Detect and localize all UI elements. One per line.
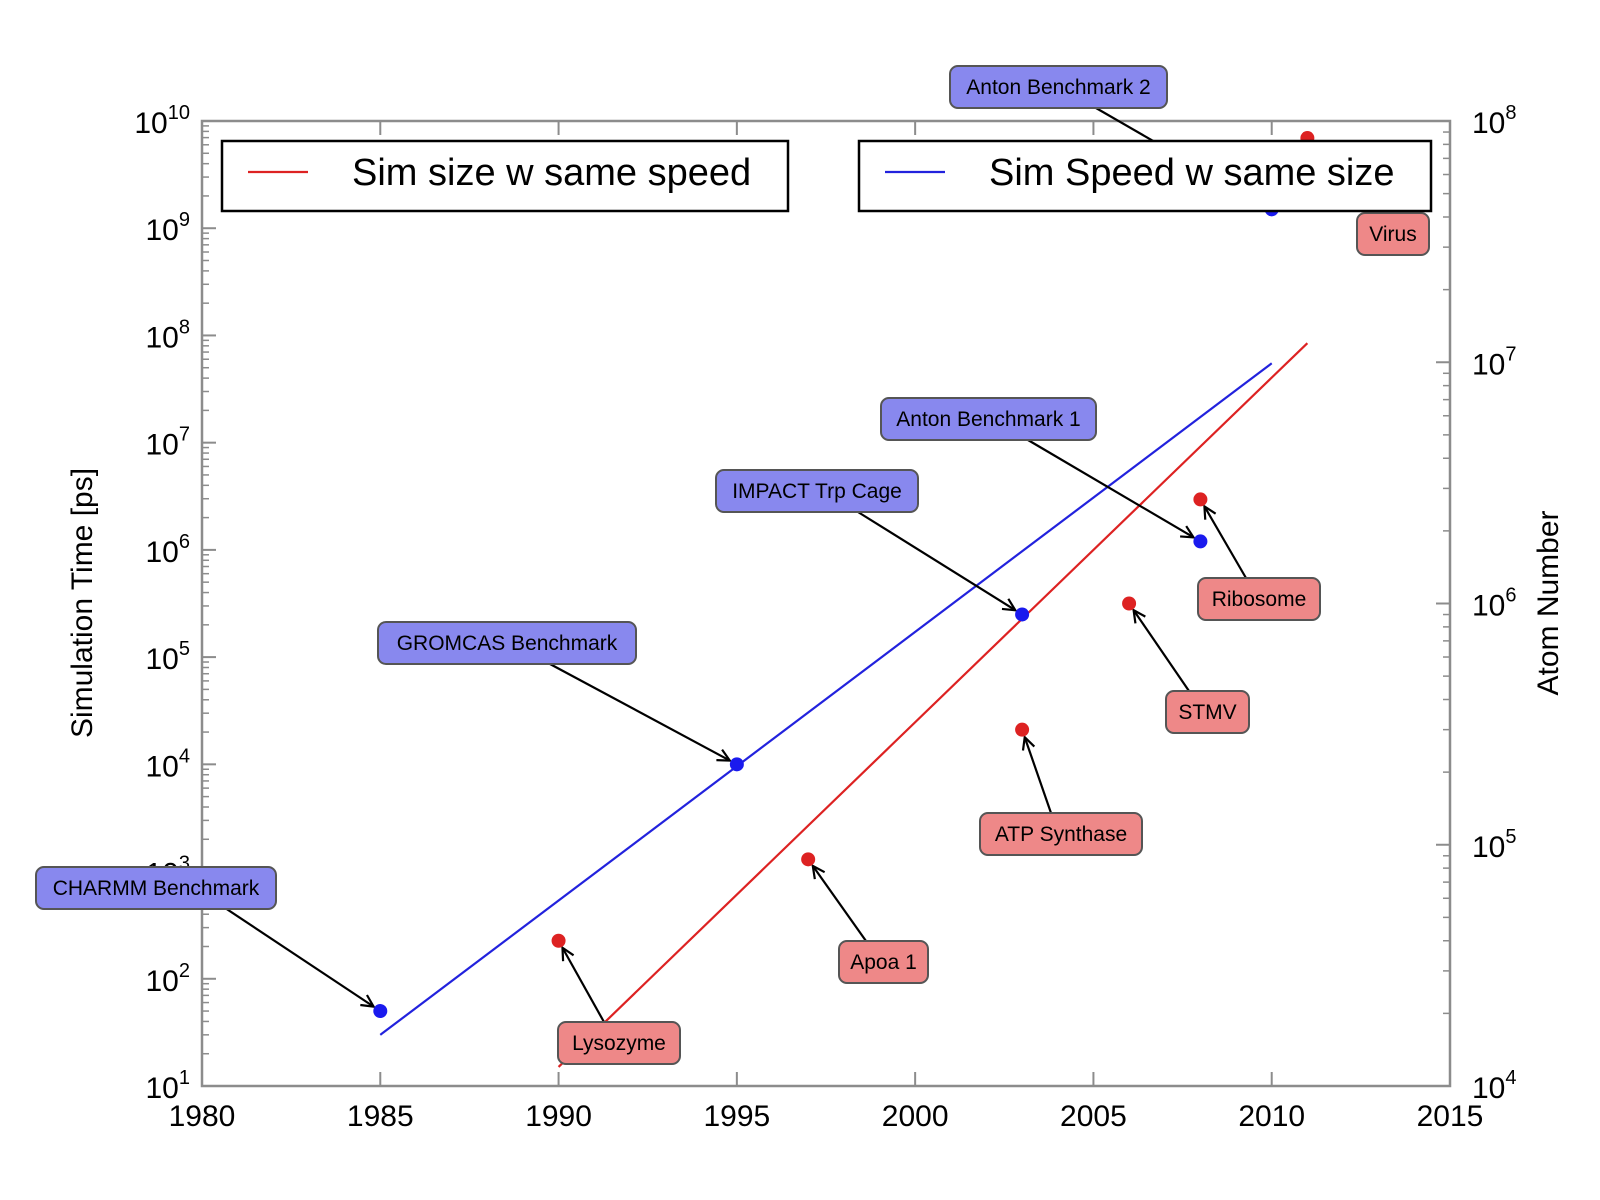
label-apoa-1: Apoa 1 [850, 951, 917, 974]
x-tick-label: 1980 [169, 1100, 236, 1133]
arrowhead-lysozyme [561, 945, 575, 962]
label-anton-benchmark-1: Anton Benchmark 1 [896, 408, 1080, 431]
arrow-anton-benchmark-1 [1027, 439, 1195, 539]
arrow-lysozyme [561, 947, 605, 1023]
point-stmv [1122, 596, 1137, 611]
label-impact-trp-cage: IMPACT Trp Cage [732, 480, 902, 503]
point-charmm-benchmark [373, 1004, 388, 1019]
left-y-tick-label: 105 [146, 638, 191, 676]
x-tick-label: 1990 [525, 1100, 592, 1133]
arrowhead-charmm-benchmark [360, 994, 376, 1008]
y-axis-label-right: Atom Number [1532, 510, 1565, 695]
label-box-impact-trp-cage [715, 469, 919, 513]
label-ribosome: Ribosome [1212, 588, 1307, 611]
arrowhead-anton-benchmark-1 [1180, 525, 1196, 539]
annotation-arrows [194, 107, 1371, 1023]
arrowhead-ribosome [1203, 504, 1217, 520]
label-box-charmm-benchmark [35, 866, 277, 910]
x-tick-label: 2010 [1238, 1100, 1305, 1133]
left-y-tick-label: 102 [146, 960, 191, 998]
series-line-sim-size-w-same-speed [557, 342, 1309, 1068]
arrowhead-gromcas-benchmark [716, 748, 732, 762]
label-box-atp-synthase [979, 812, 1143, 856]
x-tick-label: 2005 [1060, 1100, 1127, 1133]
data-points [373, 131, 1315, 1019]
arrow-apoa-1 [811, 865, 867, 942]
arrow-gromcas-benchmark [549, 663, 731, 762]
right-y-tick-label: 104 [1472, 1067, 1517, 1105]
tick-layer: 1980 1985 1990 1995 2000 2005 2010 2015 101 102 10… [134, 102, 1516, 1133]
series-lines [379, 342, 1309, 1068]
x-tick-label: 1985 [347, 1100, 414, 1133]
x-tick-label: 1995 [703, 1100, 770, 1133]
legend-box-sim-speed-w-same-size [857, 139, 1433, 213]
legend-box-sim-size-w-same-speed [220, 139, 790, 213]
right-y-tick-label: 107 [1472, 343, 1517, 381]
arrowhead-stmv [1132, 608, 1146, 624]
right-y-tick-label: 108 [1472, 102, 1517, 140]
left-y-tick-label: 104 [146, 745, 191, 783]
arrowhead-apoa-1 [811, 863, 826, 880]
arrow-ribosome [1203, 505, 1247, 579]
x-tick-label: 2000 [882, 1100, 949, 1133]
label-box-anton-benchmark-2 [949, 65, 1168, 109]
label-box-stmv [1165, 690, 1250, 734]
arrow-atp-synthase [1023, 736, 1053, 814]
label-box-virus [1356, 212, 1430, 256]
label-anton-benchmark-2: Anton Benchmark 2 [966, 76, 1150, 99]
label-gromcas-benchmark: GROMCAS Benchmark [397, 632, 618, 655]
legend: Sim size w same speed Sim Speed w same si… [220, 139, 1433, 213]
label-lysozyme: Lysozyme [572, 1032, 666, 1055]
point-atp-synthase [1015, 722, 1030, 737]
left-y-tick-label: 109 [146, 209, 191, 247]
left-y-tick-label: 101 [146, 1067, 191, 1105]
label-box-gromcas-benchmark [377, 621, 637, 665]
label-box-anton-benchmark-1 [880, 397, 1097, 441]
left-y-tick-label: 106 [146, 531, 191, 569]
point-ribosome [1193, 492, 1208, 507]
arrow-impact-trp-cage [857, 511, 1016, 612]
label-atp-synthase: ATP Synthase [995, 823, 1127, 846]
series-line-sim-speed-w-same-size [379, 362, 1273, 1036]
label-virus: Virus [1369, 223, 1416, 246]
legend-label-sim-size-w-same-speed: Sim size w same speed [352, 152, 751, 194]
y-axis-label-left: Simulation Time [ps] [66, 468, 99, 738]
left-y-tick-label: 108 [146, 316, 191, 354]
label-charmm-benchmark: CHARMM Benchmark [53, 877, 260, 900]
x-tick-label: 2015 [1417, 1100, 1484, 1133]
right-y-tick-label: 106 [1472, 585, 1517, 623]
arrow-stmv [1132, 609, 1190, 692]
label-stmv: STMV [1178, 701, 1236, 724]
left-y-tick-label: 1010 [134, 102, 190, 140]
label-box-ribosome [1197, 577, 1321, 621]
label-box-apoa-1 [838, 940, 929, 984]
point-apoa-1 [801, 852, 816, 867]
arrowhead-atp-synthase [1021, 734, 1036, 751]
point-lysozyme [551, 933, 566, 948]
annotation-labels: CHARMM Benchmark GROMCAS Benchmark IMPACT … [35, 65, 1430, 1065]
label-box-lysozyme [557, 1021, 681, 1065]
legend-label-sim-speed-w-same-size: Sim Speed w same size [989, 152, 1395, 194]
arrowhead-impact-trp-cage [1001, 598, 1018, 612]
left-y-tick-label: 107 [146, 424, 191, 462]
point-impact-trp-cage [1015, 607, 1030, 622]
point-anton-benchmark-1 [1193, 534, 1208, 549]
right-y-tick-label: 105 [1472, 826, 1517, 864]
point-gromcas-benchmark [729, 757, 744, 772]
